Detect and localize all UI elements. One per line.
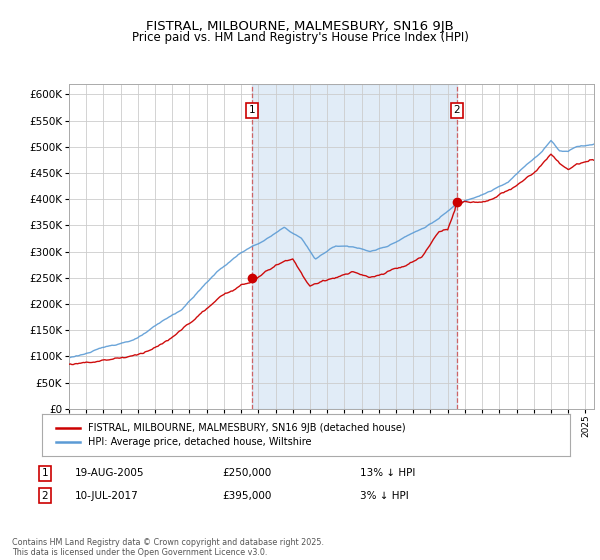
Text: 2: 2 xyxy=(41,491,49,501)
Legend: FISTRAL, MILBOURNE, MALMESBURY, SN16 9JB (detached house), HPI: Average price, d: FISTRAL, MILBOURNE, MALMESBURY, SN16 9JB… xyxy=(52,419,410,451)
Text: 1: 1 xyxy=(248,105,255,115)
Bar xyxy=(252,84,457,409)
Text: 3% ↓ HPI: 3% ↓ HPI xyxy=(360,491,409,501)
Text: 2: 2 xyxy=(454,105,460,115)
Text: Price paid vs. HM Land Registry's House Price Index (HPI): Price paid vs. HM Land Registry's House … xyxy=(131,31,469,44)
Text: FISTRAL, MILBOURNE, MALMESBURY, SN16 9JB: FISTRAL, MILBOURNE, MALMESBURY, SN16 9JB xyxy=(146,20,454,32)
Text: Contains HM Land Registry data © Crown copyright and database right 2025.
This d: Contains HM Land Registry data © Crown c… xyxy=(12,538,324,557)
Text: 1: 1 xyxy=(41,468,49,478)
Text: 13% ↓ HPI: 13% ↓ HPI xyxy=(360,468,415,478)
Text: 19-AUG-2005: 19-AUG-2005 xyxy=(75,468,145,478)
Text: £395,000: £395,000 xyxy=(222,491,271,501)
Text: 10-JUL-2017: 10-JUL-2017 xyxy=(75,491,139,501)
Text: £250,000: £250,000 xyxy=(222,468,271,478)
